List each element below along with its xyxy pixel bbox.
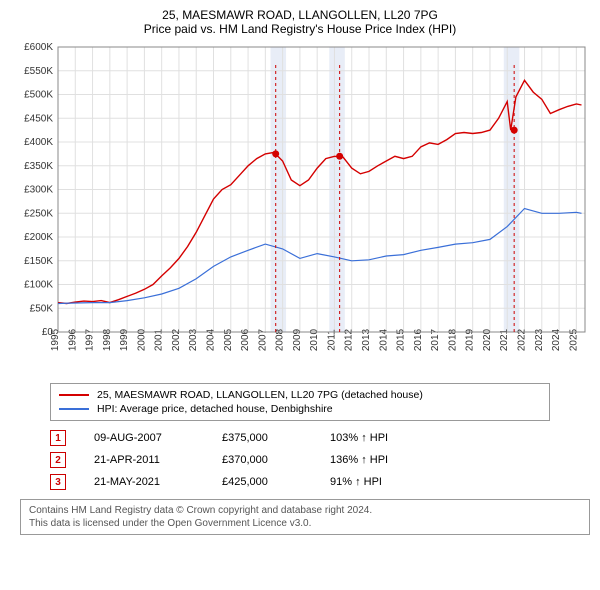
sale-row: 2 21-APR-2011 £370,000 136% ↑ HPI — [50, 449, 590, 471]
attribution-footer: Contains HM Land Registry data © Crown c… — [20, 499, 590, 535]
legend-item: HPI: Average price, detached house, Denb… — [59, 402, 541, 416]
svg-text:£100K: £100K — [24, 280, 53, 291]
footer-line: Contains HM Land Registry data © Crown c… — [29, 504, 581, 517]
sales-table: 1 09-AUG-2007 £375,000 103% ↑ HPI 2 21-APR-20… — [50, 427, 590, 493]
sale-date: 09-AUG-2007 — [94, 432, 194, 444]
sale-marker-box: 3 — [50, 474, 66, 490]
sale-hpi: 136% ↑ HPI — [330, 454, 430, 466]
svg-text:£400K: £400K — [24, 137, 53, 148]
legend-label: 25, MAESMAWR ROAD, LLANGOLLEN, LL20 7PG … — [97, 389, 423, 401]
page-subtitle: Price paid vs. HM Land Registry's House … — [10, 22, 590, 36]
legend-item: 25, MAESMAWR ROAD, LLANGOLLEN, LL20 7PG … — [59, 388, 541, 402]
footer-line: This data is licensed under the Open Gov… — [29, 517, 581, 530]
sale-row: 3 21-MAY-2021 £425,000 91% ↑ HPI — [50, 471, 590, 493]
svg-text:£450K: £450K — [24, 113, 53, 124]
svg-text:£50K: £50K — [30, 303, 54, 314]
svg-text:£150K: £150K — [24, 256, 53, 267]
svg-text:£250K: £250K — [24, 208, 53, 219]
sale-date: 21-MAY-2021 — [94, 476, 194, 488]
sale-row: 1 09-AUG-2007 £375,000 103% ↑ HPI — [50, 427, 590, 449]
svg-text:£300K: £300K — [24, 185, 53, 196]
sale-hpi: 91% ↑ HPI — [330, 476, 430, 488]
legend-label: HPI: Average price, detached house, Denb… — [97, 403, 333, 415]
svg-text:£350K: £350K — [24, 161, 53, 172]
svg-text:£500K: £500K — [24, 90, 53, 101]
sale-price: £370,000 — [222, 454, 302, 466]
svg-text:£550K: £550K — [24, 66, 53, 77]
sale-hpi: 103% ↑ HPI — [330, 432, 430, 444]
legend-color-swatch — [59, 408, 89, 410]
legend: 25, MAESMAWR ROAD, LLANGOLLEN, LL20 7PG … — [50, 383, 550, 421]
legend-color-swatch — [59, 394, 89, 396]
price-chart: £0£50K£100K£150K£200K£250K£300K£350K£400… — [10, 42, 590, 377]
sale-marker-box: 1 — [50, 430, 66, 446]
sale-price: £375,000 — [222, 432, 302, 444]
sale-marker-box: 2 — [50, 452, 66, 468]
svg-text:£600K: £600K — [24, 42, 53, 53]
sale-price: £425,000 — [222, 476, 302, 488]
svg-text:£200K: £200K — [24, 232, 53, 243]
sale-date: 21-APR-2011 — [94, 454, 194, 466]
page-title: 25, MAESMAWR ROAD, LLANGOLLEN, LL20 7PG — [10, 8, 590, 22]
